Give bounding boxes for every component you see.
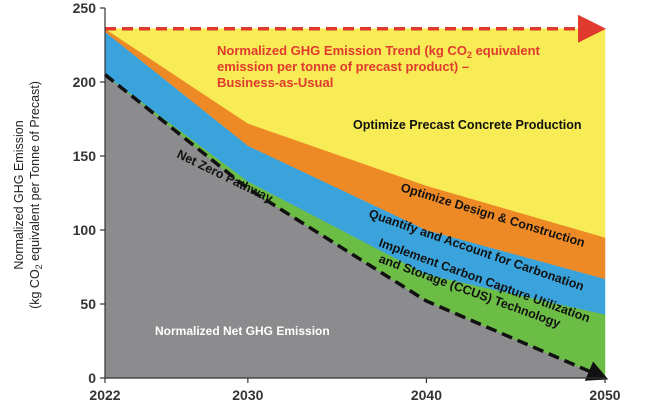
x-tick-label: 2040 — [411, 387, 442, 403]
trend-label-line3: Business-as-Usual — [217, 75, 333, 90]
x-tick-label: 2050 — [589, 387, 620, 403]
x-tick-label: 2030 — [232, 387, 263, 403]
y-tick-label: 50 — [80, 296, 96, 312]
x-tick-label: 2022 — [89, 387, 120, 403]
y-tick-label: 250 — [73, 0, 97, 16]
y-axis-title: Normalized GHG Emission (kg CO2 equivale… — [12, 81, 44, 309]
label-net-emission: Normalized Net GHG Emission — [155, 324, 330, 338]
trend-label: Normalized GHG Emission Trend (kg CO2 eq… — [217, 43, 541, 90]
y-tick-label: 100 — [73, 222, 97, 238]
trend-label-line1: Normalized GHG Emission Trend (kg CO2 eq… — [217, 43, 541, 60]
x-ticks: 2022 2030 2040 2050 — [89, 378, 621, 403]
y-tick-label: 0 — [88, 370, 96, 386]
trend-lines — [103, 14, 609, 381]
stacked-areas — [104, 28, 606, 379]
y-axis-title-line1: Normalized GHG Emission — [12, 120, 26, 269]
trend-label-line2: emission per tonne of precast product) – — [217, 59, 469, 74]
y-tick-label: 150 — [73, 148, 97, 164]
label-optimize-precast: Optimize Precast Concrete Production — [353, 118, 582, 132]
y-ticks: 0 50 100 150 200 250 — [73, 0, 105, 386]
net-zero-line — [103, 73, 609, 381]
y-tick-label: 200 — [73, 74, 97, 90]
y-axis-title-line2: (kg CO2 equivalent per Tonne of Precast) — [28, 81, 44, 309]
